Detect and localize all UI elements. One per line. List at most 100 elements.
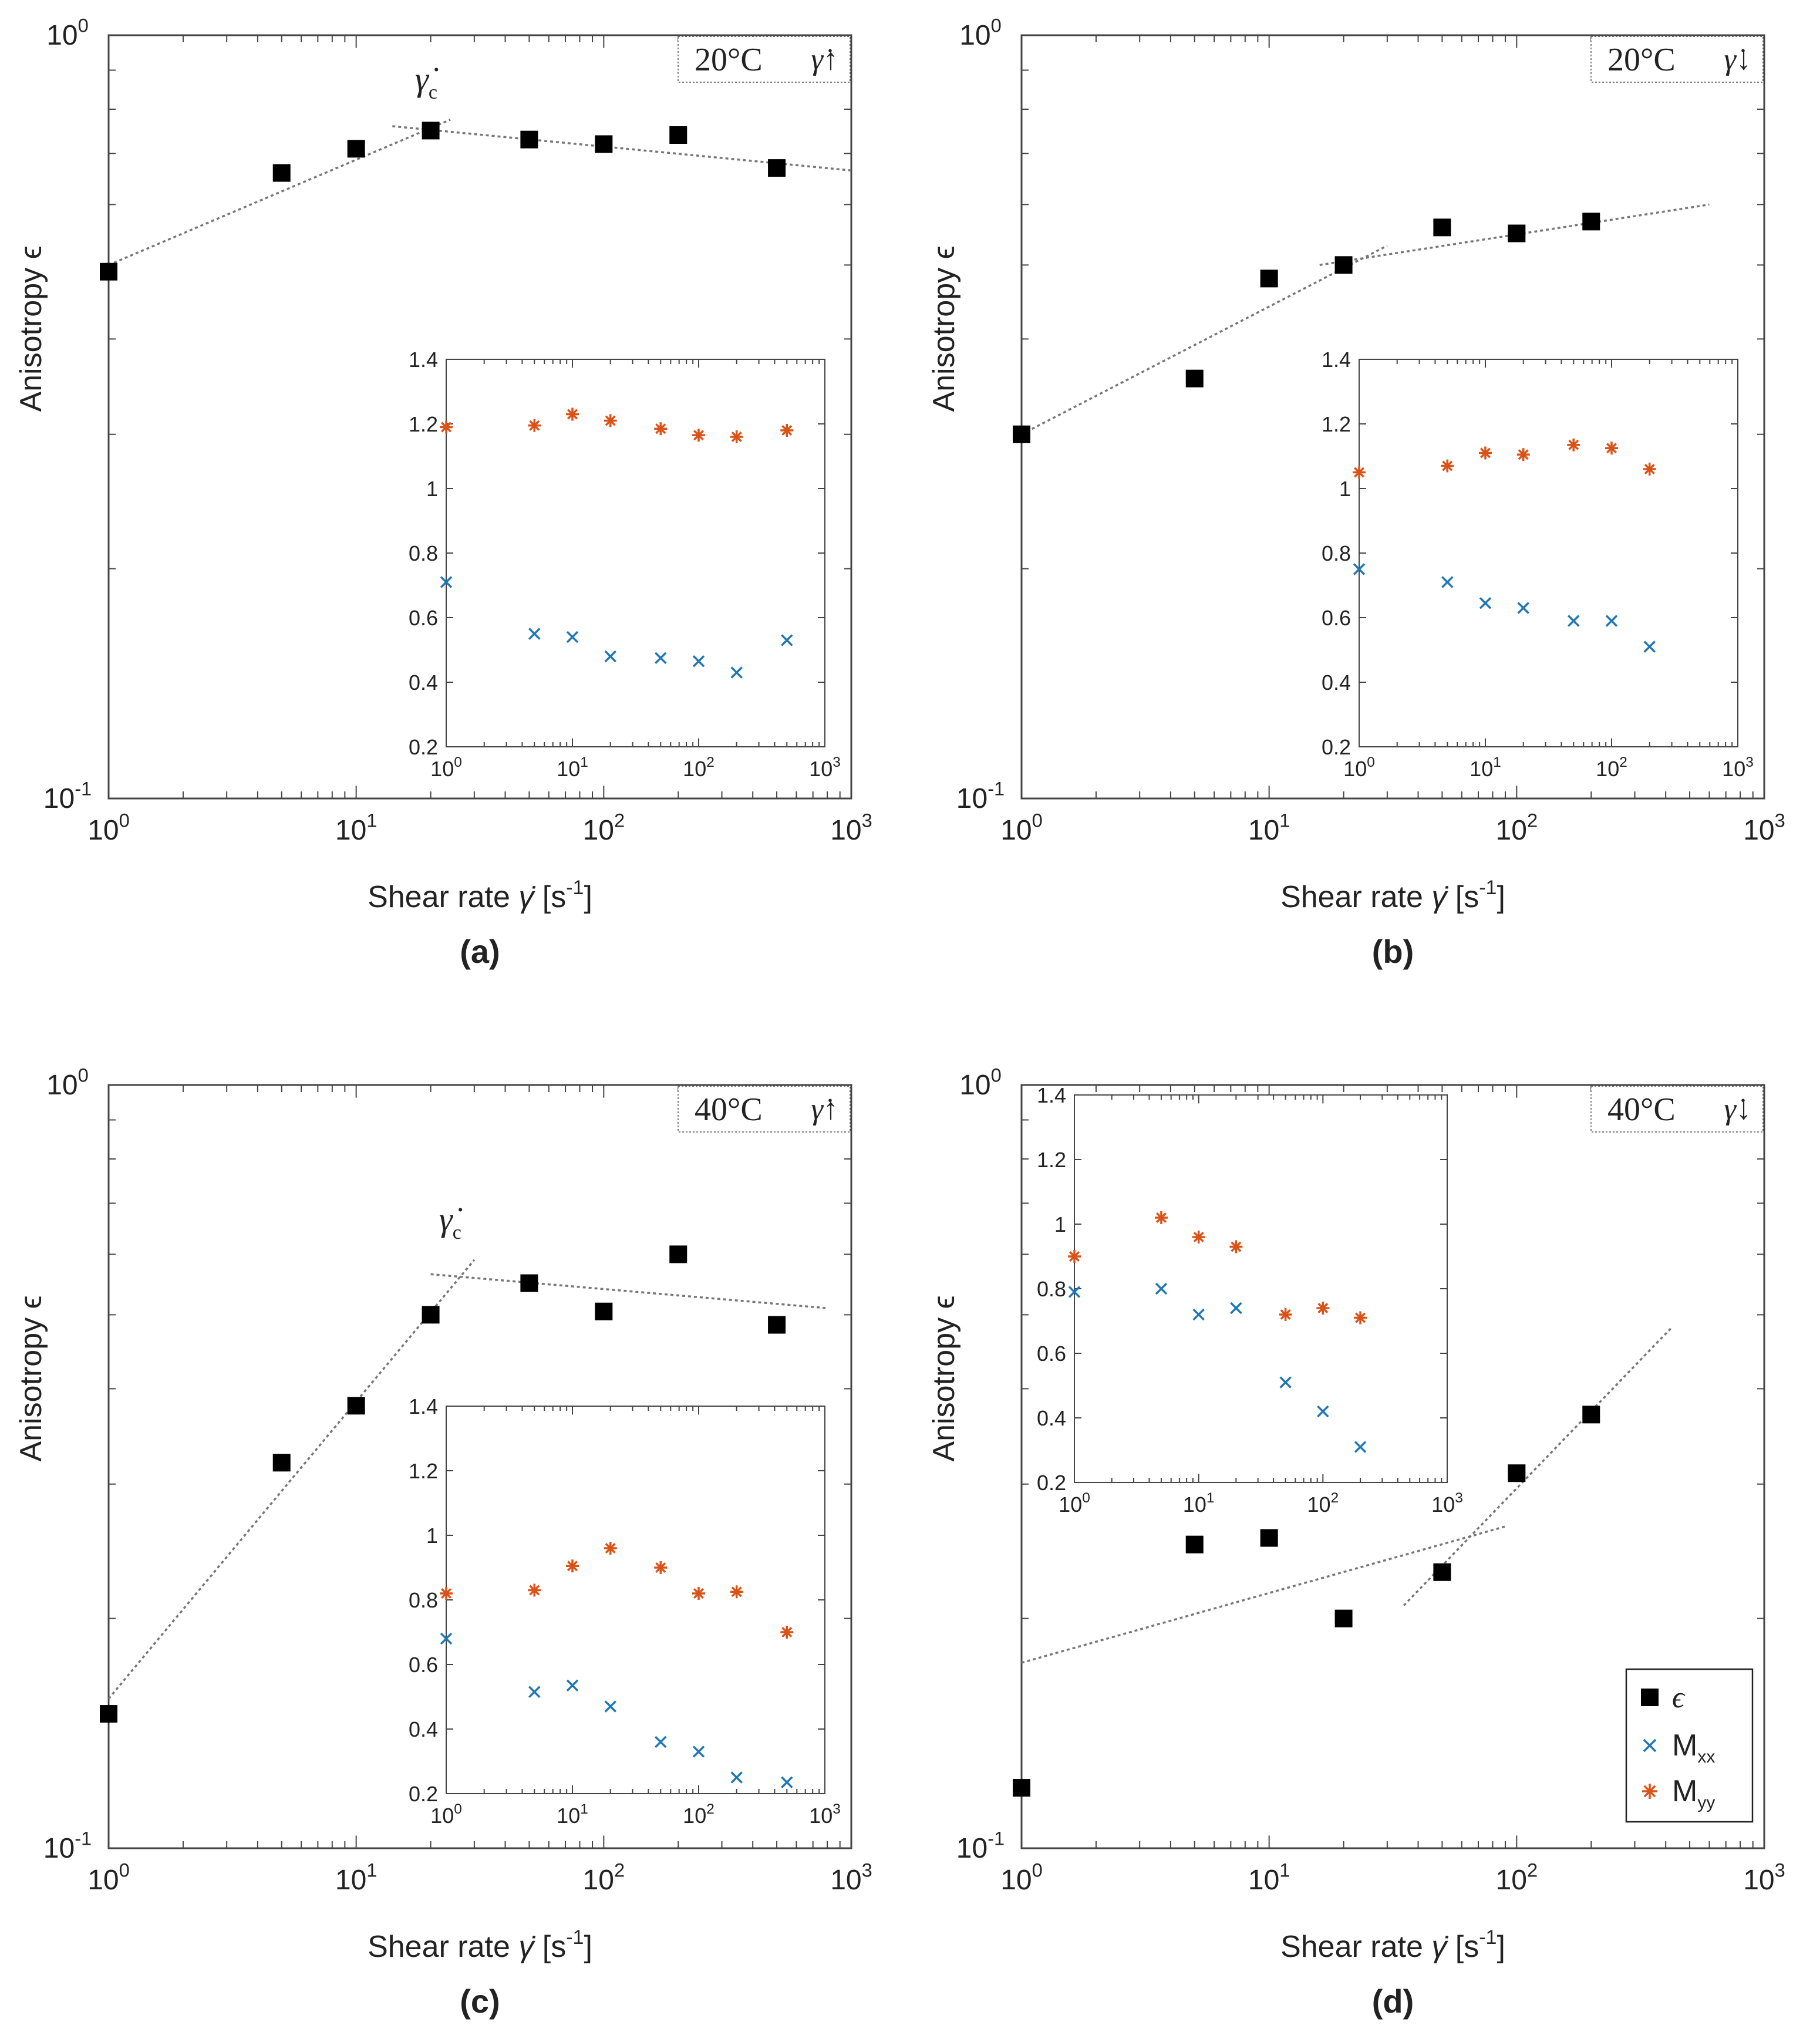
- x-tick-label-a-2-exp: 2: [614, 809, 625, 831]
- epsilon-point-b-6: [1582, 213, 1600, 231]
- inset-x-tick-label-c-2-base: 10: [683, 1804, 706, 1828]
- caption-a: (a): [460, 933, 500, 970]
- mxx-point-c-2: [566, 1679, 579, 1691]
- x-axis-label-exp: -1: [1479, 1926, 1497, 1949]
- x-axis-label-symbol: γ̇: [518, 880, 535, 914]
- inset-d-axes-box: [1074, 1094, 1448, 1483]
- panel-d-ticks: [1021, 1085, 1764, 1849]
- inset-y-tick-label-d-4: 1: [1054, 1212, 1066, 1236]
- mxx-point-b-3: [1517, 602, 1529, 614]
- x-axis-label-symbol: γ̇: [518, 1930, 535, 1964]
- inset-x-tick-label-b-3-base: 10: [1722, 757, 1745, 781]
- inset-x-tick-label-a-1: 101: [557, 754, 588, 781]
- inset-y-tick-label-d-6: 1.4: [1037, 1083, 1066, 1107]
- inset-x-tick-label-a-2: 102: [683, 754, 714, 781]
- inset-y-tick-label-a-4: 1: [426, 477, 438, 501]
- myy-point-a-5: [692, 429, 705, 442]
- x-tick-label-c-2: 102: [583, 1859, 625, 1896]
- y-tick-label-a-1: 100: [46, 14, 89, 51]
- x-tick-label-b-1-exp: 1: [1279, 809, 1290, 831]
- inset-y-tick-label-b-6: 1.4: [1322, 348, 1351, 372]
- mxx-point-b-6: [1643, 641, 1656, 653]
- x-tick-label-d-0-base: 10: [1000, 1865, 1032, 1896]
- x-tick-label-c-2-exp: 2: [614, 1859, 625, 1881]
- inset-x-tick-label-b-1: 101: [1470, 754, 1501, 781]
- epsilon-point-b-4: [1433, 218, 1451, 237]
- epsilon-point-a-0: [100, 262, 117, 281]
- inset-x-tick-label-b-0: 100: [1343, 754, 1375, 781]
- epsilon-point-c-0: [100, 1705, 117, 1723]
- x-axis-label-exp: -1: [566, 877, 584, 899]
- inset-x-tick-label-c-1-base: 10: [557, 1804, 580, 1828]
- mxx-point-d-6: [1354, 1441, 1367, 1453]
- inset-x-tick-label-a-0-exp: 0: [454, 754, 462, 770]
- inset-x-tick-label-a-2-base: 10: [683, 757, 706, 781]
- y-tick-label-b-0-exp: -1: [987, 777, 1005, 799]
- x-axis-label-end: ]: [584, 1930, 592, 1964]
- epsilon-point-d-5: [1508, 1464, 1526, 1482]
- x-tick-label-d-3-exp: 3: [1775, 1859, 1785, 1881]
- myy-point-d-4: [1279, 1308, 1292, 1321]
- condition-direction-a: γ̇↑: [811, 43, 839, 76]
- inset-x-tick-label-d-1-exp: 1: [1206, 1490, 1215, 1506]
- myy-point-d-2: [1192, 1231, 1205, 1244]
- inset-x-tick-label-a-2-exp: 2: [706, 754, 714, 770]
- legend-myy-text: M: [1672, 1774, 1697, 1808]
- inset-x-tick-label-b-3-exp: 3: [1745, 754, 1754, 770]
- mxx-point-d-0: [1068, 1286, 1081, 1298]
- inset-x-tick-label-a-0-base: 10: [430, 757, 454, 781]
- inset-x-tick-label-d-2-exp: 2: [1331, 1490, 1339, 1506]
- x-tick-label-a-1: 101: [335, 809, 378, 846]
- inset-a-axes-box: [446, 359, 825, 747]
- inset-x-tick-label-d-0-exp: 0: [1082, 1490, 1090, 1506]
- inset-x-tick-label-b-2-base: 10: [1596, 757, 1619, 781]
- caption-c: (c): [460, 1983, 500, 2020]
- condition-box-b: [1590, 36, 1764, 83]
- epsilon-point-a-2: [347, 140, 365, 158]
- inset-x-tick-label-c-3: 103: [809, 1801, 841, 1828]
- x-tick-label-b-0-exp: 0: [1032, 809, 1043, 831]
- mxx-point-c-3: [604, 1700, 616, 1713]
- inset-x-tick-label-b-1-exp: 1: [1493, 754, 1501, 770]
- x-tick-label-b-0: 100: [1000, 809, 1043, 846]
- x-tick-label-d-3: 103: [1743, 1859, 1785, 1896]
- x-axis-label-exp: -1: [566, 1926, 584, 1949]
- inset-x-tick-label-d-3-exp: 3: [1455, 1490, 1463, 1506]
- inset-x-tick-label-b-2-exp: 2: [1619, 754, 1627, 770]
- inset-d-ticks: [1074, 1095, 1442, 1482]
- myy-point-b-3: [1516, 448, 1530, 461]
- mxx-point-a-0: [440, 576, 453, 588]
- fit-line-b-0: [1021, 244, 1388, 436]
- x-tick-label-d-3-base: 10: [1743, 1865, 1774, 1896]
- y-tick-label-d-1-base: 10: [959, 1070, 990, 1101]
- epsilon-point-c-4: [520, 1274, 538, 1292]
- inset-x-tick-label-c-2-exp: 2: [706, 1801, 714, 1817]
- myy-point-c-6: [730, 1585, 743, 1599]
- panel-c-ticks: [108, 1085, 851, 1849]
- mxx-point-b-5: [1605, 615, 1618, 627]
- inset-x-tick-label-d-1: 101: [1183, 1490, 1215, 1517]
- x-tick-label-c-0: 100: [87, 1859, 130, 1896]
- x-tick-label-b-3-exp: 3: [1775, 809, 1785, 831]
- mxx-point-c-4: [655, 1736, 667, 1748]
- inset-y-tick-label-a-6: 1.4: [409, 348, 438, 372]
- myy-point-b-5: [1605, 442, 1618, 455]
- y-tick-label-a-0-base: 10: [43, 783, 75, 814]
- inset-y-tick-label-c-2: 0.6: [409, 1653, 438, 1677]
- inset-x-tick-label-c-1: 101: [557, 1801, 588, 1828]
- legend-epsilon-label: ϵ: [1672, 1681, 1686, 1714]
- x-axis-label-end: ]: [1497, 880, 1505, 914]
- myy-point-a-7: [780, 424, 794, 437]
- inset-y-tick-label-c-4: 1: [426, 1524, 438, 1548]
- legend-mxx-marker: [1643, 1738, 1657, 1753]
- gamma-c-sub: c: [429, 82, 437, 103]
- legend-mxx-label: Mxx: [1672, 1728, 1715, 1767]
- myy-point-a-0: [440, 420, 453, 434]
- epsilon-point-c-5: [595, 1302, 613, 1320]
- condition-direction-c: γ̇↑: [811, 1093, 839, 1126]
- y-tick-label-c-1-base: 10: [46, 1070, 77, 1101]
- inset-x-tick-label-b-1-base: 10: [1470, 757, 1493, 781]
- inset-a-ticks: [446, 359, 820, 747]
